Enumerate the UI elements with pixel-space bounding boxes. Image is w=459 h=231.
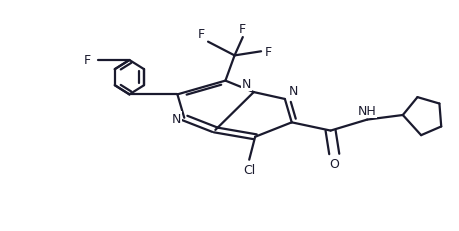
- Text: N: N: [171, 112, 181, 125]
- Text: F: F: [84, 54, 91, 67]
- Text: NH: NH: [357, 105, 376, 118]
- Text: F: F: [239, 23, 246, 36]
- Text: N: N: [288, 85, 297, 98]
- Text: O: O: [329, 157, 338, 170]
- Text: N: N: [241, 78, 251, 91]
- Text: Cl: Cl: [242, 163, 255, 176]
- Text: F: F: [264, 46, 271, 58]
- Text: F: F: [197, 28, 204, 41]
